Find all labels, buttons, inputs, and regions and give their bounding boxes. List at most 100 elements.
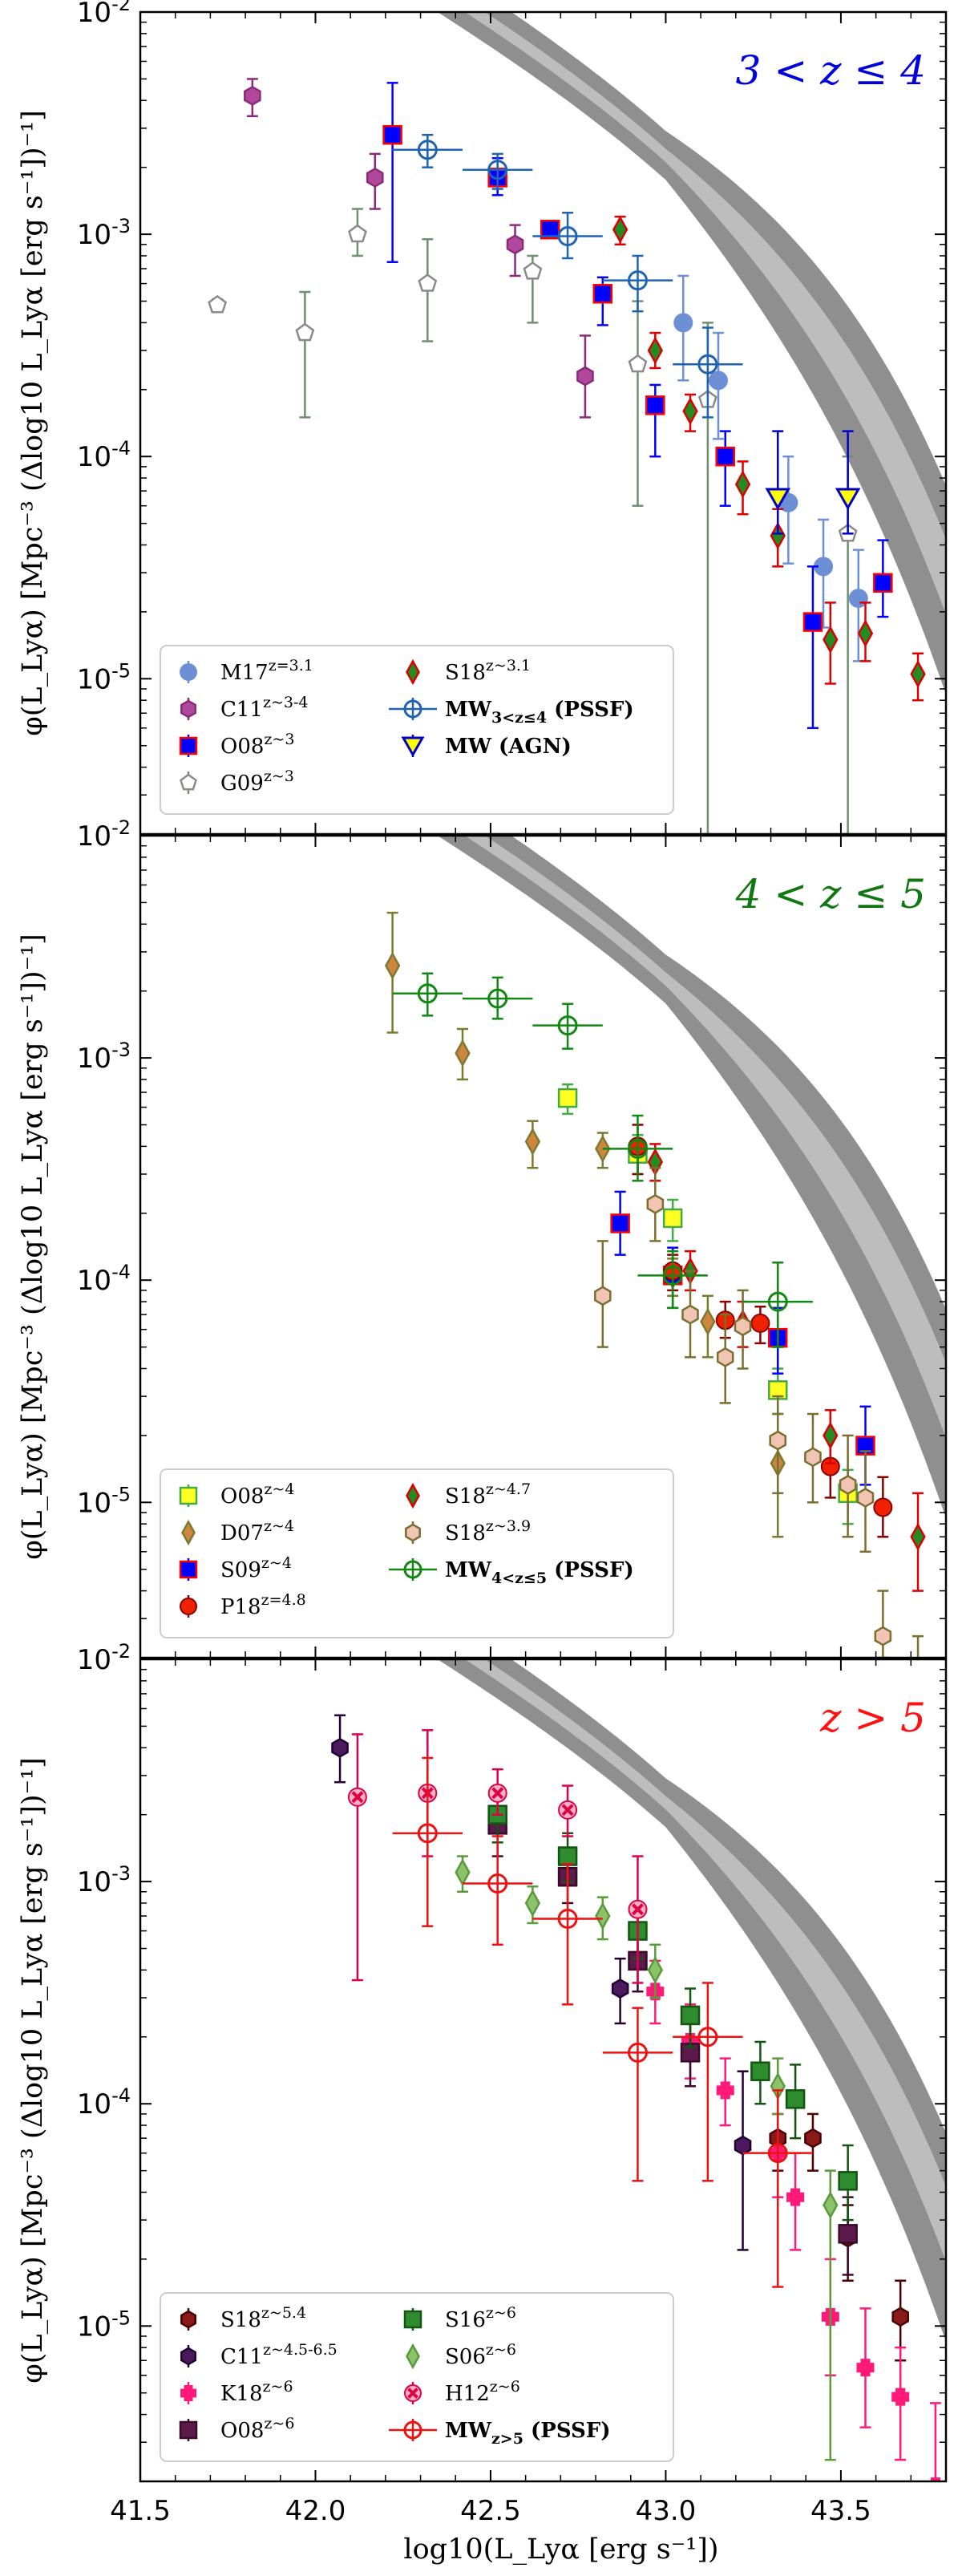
- panel-3-z-4-series-o08-z-3-point-4: [645, 395, 665, 415]
- panel-3-z-4-legend-entry-s18-z-3-1: S18z~3.1: [406, 657, 531, 686]
- panel-z-5-legend-entry-s18-z-5-4-label: S18z~5.4: [220, 2304, 306, 2332]
- panel-z-5-legend-entry-o08-z-6-marker: [179, 2420, 198, 2440]
- panel-4-z-5-series-s18-z-3-9-point-3: [716, 1347, 734, 1367]
- panel-3-z-4-series-mw-agn: [765, 430, 861, 535]
- panel-z-5-series-mw-z-5-pssf-point-4: [697, 2027, 718, 2047]
- panel-4-z-5-frame: [139, 834, 948, 1659]
- panel-3-z-4-series-c11-z-3-4-point-1: [366, 167, 384, 188]
- panel-4-z-5-series-mw-4-z-5-pssf-errorbar-4: [637, 1250, 708, 1310]
- panel-4-z-5-series-d07-z-4-point-0: [384, 951, 401, 980]
- panel-3-z-4-series-s18-z-3-1-point-3: [734, 470, 751, 499]
- panel-z-5-y-tick-label-0: 10-2: [77, 1640, 131, 1676]
- panel-4-z-5-legend-entry-s18-z-4-7: S18z~4.7: [406, 1480, 531, 1509]
- panel-z-5-y-tick-label-2: 10-4: [77, 2084, 131, 2120]
- panel-4-z-5-y-tick-label-1: 10-3: [77, 1039, 131, 1075]
- panel-z-5-legend-entry-s16-z-6-marker: [403, 2310, 422, 2329]
- panel-3-z-4-series-g09-z-3-point-3: [418, 273, 438, 292]
- panel-z-5-legend-entry-s16-z-6-label: S16z~6: [445, 2304, 516, 2332]
- panel-z-5-series-k18-z-6-point-2: [716, 2081, 734, 2100]
- panel-4-z-5-series-mw-4-z-5-pssf-errorbar-0: [392, 972, 463, 1017]
- panel-z-5-series-s06-z-6: [455, 1855, 839, 2461]
- panel-z-5-y-axis-label: φ(L_Lyα) [Mpc⁻³ (Δlog10 L_Lyα [erg s⁻¹])…: [17, 1757, 49, 2384]
- panel-3-z-4-series-mw-3-z-4-pssf-point-0: [417, 140, 438, 160]
- panel-4-z-5-series-s18-z-3-9-point-8: [856, 1487, 875, 1508]
- panel-z-5-series-s16-z-6-point-4: [750, 2061, 770, 2081]
- panel-z-5-series-s06-z-6-point-2: [595, 1902, 611, 1930]
- panel-3-z-4-legend-entry-s18-z-3-1-marker: [406, 658, 420, 686]
- panel-3-z-4-series-c11-z-3-4-point-0: [244, 85, 261, 106]
- panel-z-5-legend-entry-s16-z-6: S16z~6: [403, 2304, 516, 2332]
- panel-z-5-series-k18-z-6-errorbar-8: [929, 2402, 941, 2481]
- panel-4-z-5-legend-entry-s18-z-3-9-label: S18z~3.9: [445, 1517, 531, 1545]
- panel-4-z-5-series-mw-4-z-5-pssf-point-2: [557, 1015, 578, 1036]
- panel-4-z-5-legend-entry-p18-z-4-8-marker: [180, 1598, 197, 1615]
- panel-3-z-4-series-g09-z-3-point-2: [348, 224, 367, 243]
- panel-z-5-series-s16-z-6-point-3: [680, 2005, 701, 2026]
- panel-z-5-y-tick-label-3: 10-5: [77, 2307, 131, 2343]
- panel-3-z-4-series-c11-z-3-4-point-3: [576, 366, 594, 387]
- panel-4-z-5-series-d07-z-4-point-1: [455, 1039, 471, 1067]
- panel-z-5-series-c11-z-4-5-6-5-point-2: [734, 2135, 752, 2156]
- panel-z-5-legend-entry-s06-z-6-marker: [406, 2343, 420, 2370]
- panel-4-z-5-y-tick-label-2: 10-4: [77, 1261, 131, 1297]
- panel-z-5-legend-entry-k18-z-6: K18z~6: [180, 2378, 293, 2406]
- panel-3-z-4-series-s18-z-3-1-point-2: [682, 397, 698, 426]
- panel-z-5-series-k18-z-6-point-6: [856, 2359, 875, 2377]
- panel-4-z-5-legend-entry-p18-z-4-8-label: P18z=4.8: [220, 1591, 306, 1619]
- panel-z-5-series-mw-z-5-pssf-errorbar-1: [463, 1835, 533, 1946]
- panel-4-z-5-legend-entry-mw-4-z-5-pssf: MW4<z≤5 (PSSF): [389, 1558, 634, 1587]
- panel-3-z-4-legend-entry-c11-z-3-4: C11z~3-4: [180, 694, 309, 722]
- panel-3-z-4-series-mw-3-z-4-pssf-point-4: [697, 354, 718, 375]
- panel-3-z-4-series-mw-agn-errorbar-1: [842, 430, 854, 535]
- panel-z-5-series-mw-z-5-pssf-errorbar-4: [673, 1982, 743, 2182]
- panel-z-5: 10-2 10-3 10-4 10-5 φ(L_Lyα) [Mpc⁻³ (Δlog10 …: [17, 1640, 948, 2527]
- panel-4-z-5: 10-2 10-3 10-4 10-5 φ(L_Lyα) [Mpc⁻³ (Δlog10 …: [17, 816, 948, 1659]
- panel-4-z-5-series-s18-z-3-9-errorbar-9: [877, 1590, 889, 1658]
- panel-z-5-title: z > 5: [819, 1695, 926, 1741]
- panel-4-z-5-series-mw-4-z-5-pssf-point-5: [767, 1291, 788, 1312]
- panel-4-z-5-series-s18-z-3-9: [594, 1166, 924, 1658]
- panel-z-5-series-s18-z-5-4-point-1: [804, 2128, 822, 2149]
- panel-3-z-4-legend-entry-mw-3-z-4-pssf-label: MW3<z≤4 (PSSF): [445, 698, 634, 727]
- panel-3-z-4-series-mw-agn-errorbar-0: [772, 430, 784, 535]
- panel-4-z-5-series-mw-4-z-5-pssf-errorbar-2: [532, 1002, 603, 1050]
- panel-3-z-4-frame: [139, 10, 948, 836]
- panel-3-z-4-series-s18-z-3-1-point-0: [612, 215, 629, 244]
- panel-3-z-4-legend-entry-c11-z-3-4-label: C11z~3-4: [220, 694, 309, 722]
- panel-4-z-5-series-s18-z-3-9-point-9: [874, 1626, 892, 1646]
- panel-4-z-5-series-mw-4-z-5-pssf-errorbar-3: [602, 1114, 673, 1182]
- panel-4-z-5-legend-entry-o08-z-4-marker: [179, 1486, 198, 1505]
- panel-3-z-4-series-mw-agn-point-0: [765, 488, 791, 511]
- panel-4-z-5-legend-entry-mw-4-z-5-pssf-marker: [403, 1560, 422, 1579]
- panel-4-z-5-legend-entry-s18-z-3-9-marker: [405, 1523, 421, 1542]
- panel-3-z-4-y-axis-label: φ(L_Lyα) [Mpc⁻³ (Δlog10 L_Lyα [erg s⁻¹])…: [17, 110, 49, 736]
- panel-3-z-4-legend-entry-g09-z-3: G09z~3: [180, 768, 294, 796]
- panel-z-5-series-h12-z-6-point-2: [487, 1783, 507, 1803]
- x-tick-label-0: 41.5: [110, 2495, 171, 2527]
- panel-3-z-4-series-s18-z-3-1-point-5: [823, 626, 839, 654]
- panel-z-5-legend-entry-c11-z-4-5-6-5-label: C11z~4.5-6.5: [220, 2341, 338, 2369]
- panel-3-z-4-series-o08-z-3-errorbar-0: [386, 82, 398, 263]
- panel-z-5-legend-entry-k18-z-6-label: K18z~6: [220, 2378, 293, 2406]
- panel-4-z-5-legend-entry-s18-z-4-7-label: S18z~4.7: [445, 1480, 531, 1509]
- panel-z-5-series-s16-z-6-point-5: [785, 2089, 806, 2109]
- panel-3-z-4-y-tick-label-0: 10-2: [77, 0, 131, 29]
- x-axis-label: log10(L_Lyα [erg s⁻¹]): [403, 2533, 718, 2566]
- panel-z-5-series-mw-z-5-pssf-point-5: [767, 2143, 788, 2164]
- panel-z-5-series-o08-z-6-point-4: [838, 2224, 858, 2244]
- panel-3-z-4-series-o08-z-3-point-7: [873, 573, 893, 593]
- panel-4-z-5-series-d07-z-4-point-5: [700, 1307, 716, 1336]
- panel-z-5-legend-entry-c11-z-4-5-6-5: C11z~4.5-6.5: [180, 2341, 338, 2369]
- panel-z-5-series-s16-z-6-point-6: [838, 2171, 858, 2191]
- panel-z-5-series-c11-z-4-5-6-5-point-1: [611, 1979, 629, 1999]
- panel-4-z-5-legend-entry-p18-z-4-8: P18z=4.8: [180, 1591, 306, 1619]
- panel-4-z-5-series-mw-4-z-5-pssf-errorbar-5: [742, 1262, 813, 1348]
- panel-4-z-5-series-o08-z-4-point-2: [662, 1208, 683, 1229]
- panel-4-z-5-series-s18-z-3-9-point-1: [646, 1193, 665, 1214]
- panel-3-z-4-legend-entry-o08-z-3-marker: [179, 736, 198, 755]
- panel-3-z-4-legend-entry-m17-z-3-1-marker: [180, 663, 197, 681]
- x-tick-label-1: 42.0: [285, 2495, 346, 2527]
- panel-4-z-5-series-s18-z-3-9-point-5: [769, 1430, 787, 1451]
- panel-z-5-frame: [139, 1658, 948, 2483]
- panel-3-z-4-legend-entry-g09-z-3-marker: [180, 773, 197, 791]
